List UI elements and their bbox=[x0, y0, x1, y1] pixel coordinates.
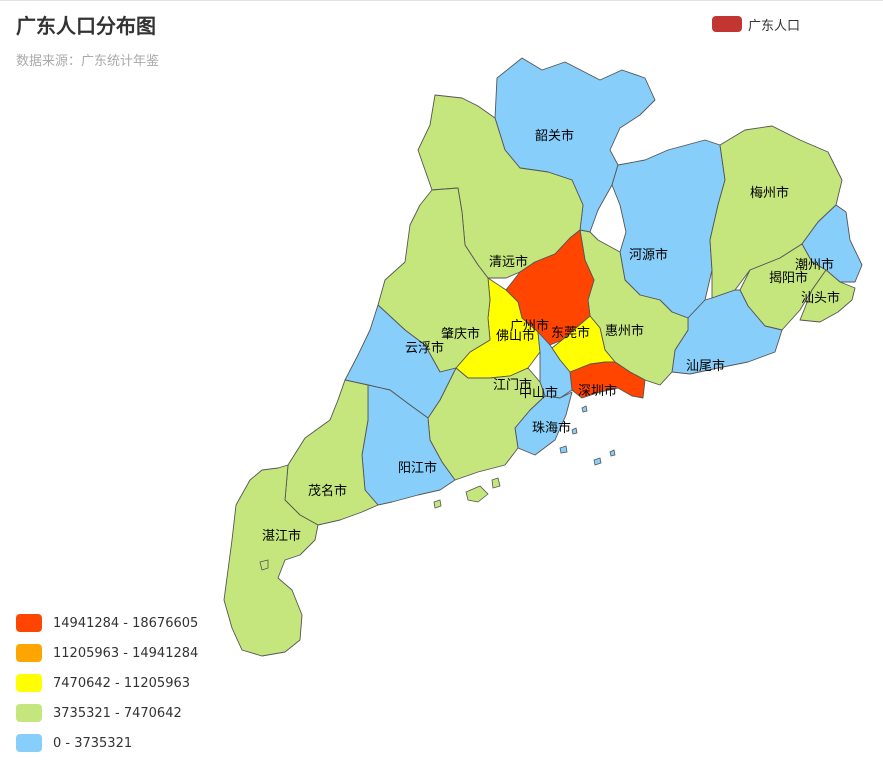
visual-map-label: 7470642 - 11205963 bbox=[53, 675, 191, 691]
visual-map-label: 14941284 - 18676605 bbox=[53, 615, 199, 631]
islet-shape bbox=[593, 457, 602, 466]
island-shape bbox=[433, 499, 442, 509]
legend-swatch bbox=[712, 16, 742, 32]
chart-title: 广东人口分布图 bbox=[16, 14, 156, 38]
visual-map-item[interactable]: 11205963 - 14941284 bbox=[16, 643, 198, 663]
visual-map-item[interactable]: 7470642 - 11205963 bbox=[16, 673, 198, 693]
legend-label: 广东人口 bbox=[748, 18, 801, 34]
top-divider bbox=[0, 0, 883, 1]
islet-shape bbox=[609, 449, 616, 457]
visual-map-item[interactable]: 14941284 - 18676605 bbox=[16, 613, 198, 633]
island-shape bbox=[465, 485, 489, 503]
visual-map-label: 11205963 - 14941284 bbox=[53, 645, 199, 661]
visual-map-swatch bbox=[16, 734, 42, 752]
visual-map-label: 0 - 3735321 bbox=[53, 735, 133, 751]
visual-map-swatch bbox=[16, 614, 42, 632]
region-dongguan[interactable] bbox=[551, 315, 616, 373]
visual-map-legend: 14941284 - 18676605 11205963 - 14941284 … bbox=[16, 613, 198, 763]
islet-shape bbox=[559, 445, 568, 454]
region-zhongshan[interactable] bbox=[537, 331, 573, 399]
region-zhaoqing[interactable] bbox=[377, 187, 491, 373]
visual-map-swatch bbox=[16, 704, 42, 722]
region-zhanjiang[interactable] bbox=[223, 464, 319, 657]
visual-map-item[interactable]: 3735321 - 7470642 bbox=[16, 703, 198, 723]
visual-map-item[interactable]: 0 - 3735321 bbox=[16, 733, 198, 753]
islet-shape bbox=[571, 427, 578, 435]
region-shantou[interactable] bbox=[799, 269, 856, 323]
island-shape bbox=[259, 559, 269, 571]
islet-shape bbox=[581, 405, 588, 413]
region-maoming[interactable] bbox=[284, 379, 379, 526]
chart-subtitle: 数据来源：广东统计年鉴 bbox=[16, 54, 160, 69]
visual-map-label: 3735321 - 7470642 bbox=[53, 705, 182, 721]
series-legend[interactable]: 广东人口 bbox=[712, 14, 800, 34]
visual-map-swatch bbox=[16, 674, 42, 692]
visual-map-swatch bbox=[16, 644, 42, 662]
island-shape bbox=[491, 477, 501, 489]
